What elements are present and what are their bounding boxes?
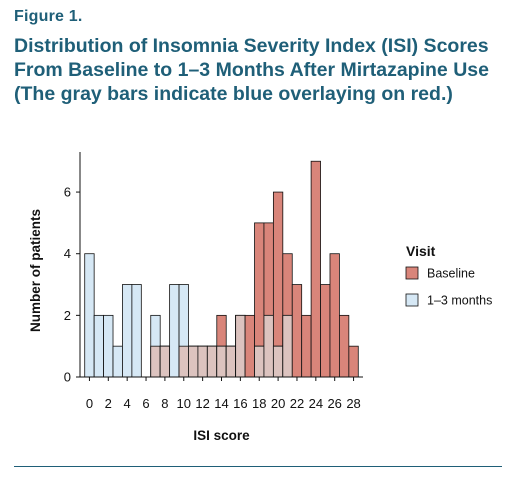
y-tick-label-2: 2 xyxy=(64,308,71,323)
y-axis-title: Number of patients xyxy=(28,209,43,332)
overlap-bar-10 xyxy=(178,345,189,378)
x-tick-label-18: 18 xyxy=(252,396,266,411)
followup-bar-1 xyxy=(93,314,104,378)
figure-label: Figure 1. xyxy=(14,8,83,25)
followup-bar-0 xyxy=(84,253,95,378)
x-tick-label-12: 12 xyxy=(195,396,209,411)
y-tick-label-6: 6 xyxy=(64,185,71,200)
baseline-bar-25 xyxy=(320,284,331,378)
x-tick-label-10: 10 xyxy=(177,396,191,411)
followup-bar-2 xyxy=(103,314,114,378)
legend-swatch-1 xyxy=(405,293,419,307)
legend-title: Visit xyxy=(406,243,436,259)
baseline-bar-24 xyxy=(310,160,321,378)
bars-layer xyxy=(84,160,359,378)
baseline-bar-26 xyxy=(329,253,340,378)
y-tick-label-4: 4 xyxy=(64,246,71,261)
legend: Visit Baseline 1–3 months xyxy=(405,243,492,308)
x-tick-label-28: 28 xyxy=(346,396,360,411)
overlap-bar-7 xyxy=(150,345,161,378)
x-tick-label-20: 20 xyxy=(271,396,285,411)
followup-bar-5 xyxy=(131,284,142,378)
baseline-bar-22 xyxy=(291,284,303,378)
baseline-bar-17 xyxy=(244,314,255,378)
x-tick-label-8: 8 xyxy=(161,396,168,411)
bottom-rule xyxy=(14,466,502,467)
overlap-bar-12 xyxy=(197,345,208,378)
followup-bar-4 xyxy=(122,284,133,378)
overlap-bar-19 xyxy=(263,314,274,378)
x-tick-label-22: 22 xyxy=(290,396,304,411)
overlap-bar-8 xyxy=(159,345,171,378)
y-tick-label-0: 0 xyxy=(64,370,71,385)
overlap-bar-21 xyxy=(282,314,293,378)
legend-swatch-0 xyxy=(405,266,419,280)
x-tick-label-14: 14 xyxy=(214,396,228,411)
x-tick-label-16: 16 xyxy=(233,396,247,411)
x-tick-label-0: 0 xyxy=(86,396,93,411)
followup-bar-9 xyxy=(169,284,180,378)
x-tick-label-26: 26 xyxy=(327,396,341,411)
baseline-bar-28 xyxy=(348,345,359,378)
x-axis-title: ISI score xyxy=(193,428,250,443)
legend-label-0: Baseline xyxy=(427,267,475,281)
x-tick-label-6: 6 xyxy=(142,396,149,411)
overlap-bar-20 xyxy=(272,345,284,378)
overlap-bar-15 xyxy=(225,345,237,378)
followup-bar-3 xyxy=(112,345,123,378)
overlap-bar-16 xyxy=(235,314,246,378)
baseline-bar-27 xyxy=(339,314,350,378)
overlap-bar-14 xyxy=(216,345,227,378)
overlap-bar-11 xyxy=(188,345,199,378)
x-tick-label-4: 4 xyxy=(124,396,131,411)
baseline-bar-23 xyxy=(301,314,312,378)
overlap-bar-18 xyxy=(254,345,265,378)
x-tick-label-24: 24 xyxy=(309,396,323,411)
overlap-bar-13 xyxy=(206,345,218,378)
legend-label-1: 1–3 months xyxy=(427,294,492,308)
figure-title: Distribution of Insomnia Severity Index … xyxy=(14,35,489,105)
x-tick-label-2: 2 xyxy=(105,396,112,411)
